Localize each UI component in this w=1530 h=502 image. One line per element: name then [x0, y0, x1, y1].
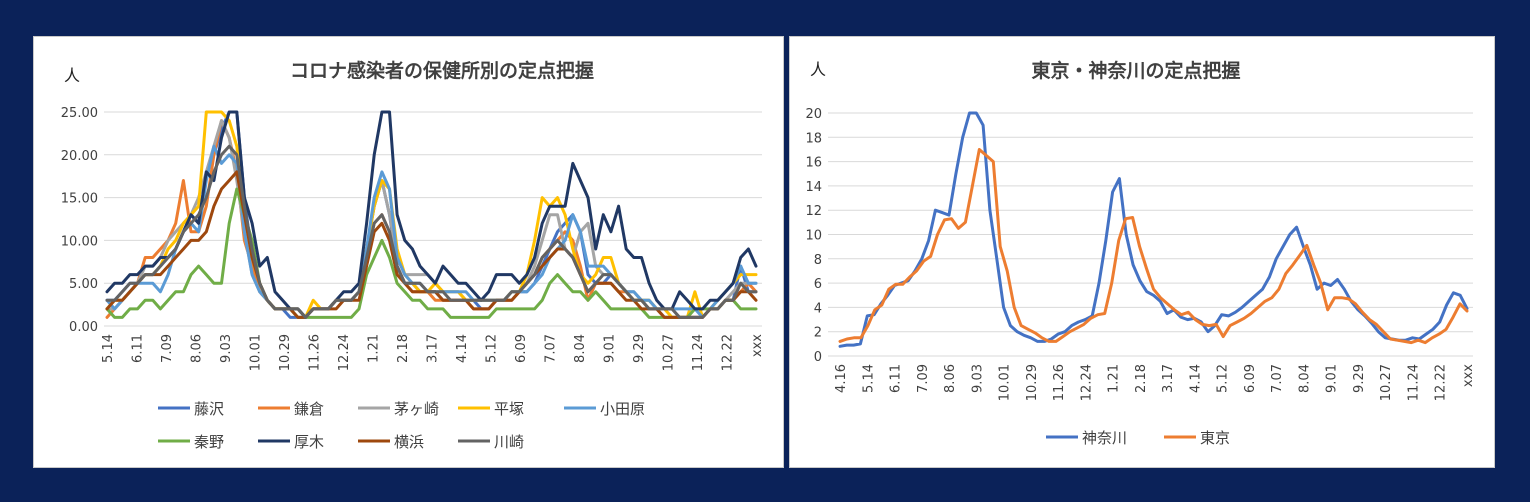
x-tick-label: xxx [750, 334, 765, 357]
y-tick-label: 25.00 [61, 106, 98, 121]
chart-title: コロナ感染者の保健所別の定点把握 [290, 59, 594, 82]
y-tick-label: 8 [814, 253, 822, 268]
series-line-秦野 [105, 187, 758, 319]
legend-label: 川崎 [494, 433, 524, 451]
x-tick-label: 2.18 [396, 334, 411, 363]
x-tick-label: 9.03 [219, 334, 234, 363]
y-tick-label: 15.00 [61, 192, 98, 207]
chart-title: 東京・神奈川の定点把握 [1031, 59, 1240, 82]
y-unit-label: 人 [810, 60, 826, 79]
x-tick-label: 9.01 [603, 334, 618, 363]
series-line-川崎 [105, 144, 758, 319]
series-line-厚木 [105, 110, 758, 319]
x-tick-label: 5.12 [1216, 364, 1231, 393]
legend-label: 東京 [1200, 429, 1230, 447]
x-tick-label: 8.04 [1297, 364, 1312, 393]
x-tick-label: 4.14 [1188, 364, 1203, 393]
x-tick-label: 5.14 [101, 334, 116, 363]
x-tick-label: 12.24 [1079, 364, 1094, 401]
y-tick-label: 10.00 [61, 234, 98, 249]
x-tick-label: 2.18 [1134, 364, 1149, 393]
y-tick-label: 14 [805, 180, 822, 195]
y-tick-label: 12 [805, 204, 822, 219]
legend-label: 平塚 [494, 400, 524, 418]
x-tick-label: 7.07 [1270, 364, 1285, 393]
x-tick-label: 6.11 [131, 334, 146, 363]
x-tick-label: 10.27 [1379, 364, 1394, 401]
y-tick-label: 18 [805, 131, 822, 146]
x-tick-label: 12.22 [721, 334, 736, 371]
x-tick-label: 5.14 [861, 364, 876, 393]
legend-label: 秦野 [194, 433, 224, 451]
legend-label: 厚木 [294, 433, 324, 451]
y-tick-label: 16 [805, 156, 822, 171]
x-tick-label: 7.09 [160, 334, 175, 363]
y-tick-label: 2 [814, 326, 822, 341]
hokenjo-line-chart: コロナ感染者の保健所別の定点把握 人 0.00 5.00 10.00 15.00 20.… [61, 59, 765, 451]
y-tick-label: 6 [814, 277, 822, 292]
chart-panel-left: コロナ感染者の保健所別の定点把握 人 0.00 5.00 10.00 15.00 20.… [33, 36, 784, 468]
x-tick-label: 7.07 [544, 334, 559, 363]
x-tick-label: 7.09 [916, 364, 931, 393]
x-tick-label: 4.14 [455, 334, 470, 363]
x-tick-label: 9.29 [632, 334, 647, 363]
y-tick-label: 0 [814, 350, 822, 365]
x-tick-label: 9.03 [970, 364, 985, 393]
legend-label: 横浜 [394, 433, 424, 451]
legend-label: 神奈川 [1082, 429, 1127, 447]
x-tick-label: 1.21 [1107, 364, 1122, 393]
x-tick-label: 11.24 [691, 334, 706, 371]
legend-label: 小田原 [600, 400, 645, 418]
x-tick-label: 6.09 [514, 334, 529, 363]
y-tick-label: 20.00 [61, 149, 98, 164]
x-tick-label: 11.26 [1052, 364, 1067, 401]
series-line-神奈川 [838, 111, 1469, 348]
y-tick-label: 20 [805, 107, 822, 122]
x-tick-label: 9.29 [1352, 364, 1367, 393]
x-tick-label: 12.24 [337, 334, 352, 371]
legend-label: 藤沢 [194, 400, 224, 418]
y-tick-label: 5.00 [69, 277, 98, 292]
y-tick-label: 4 [814, 301, 822, 316]
chart-panel-right: 東京・神奈川の定点把握 人 0 2 4 6 8 10 12 14 16 18 20 4.16 5.14… [789, 36, 1495, 468]
x-tick-label: xxx [1461, 364, 1476, 387]
x-tick-label: 4.16 [834, 364, 849, 393]
x-tick-label: 10.01 [249, 334, 264, 371]
x-tick-label: 3.17 [1161, 364, 1176, 393]
x-tick-label: 11.26 [308, 334, 323, 371]
x-tick-label: 6.09 [1243, 364, 1258, 393]
x-tick-label: 10.29 [1025, 364, 1040, 401]
x-tick-label: 1.21 [367, 334, 382, 363]
x-tick-label: 8.04 [573, 334, 588, 363]
x-tick-label: 10.29 [278, 334, 293, 371]
x-tick-label: 9.01 [1325, 364, 1340, 393]
x-tick-label: 3.17 [426, 334, 441, 363]
y-unit-label: 人 [64, 66, 80, 85]
x-tick-label: 10.01 [998, 364, 1013, 401]
x-tick-label: 10.27 [662, 334, 677, 371]
legend-label: 茅ヶ崎 [394, 400, 439, 418]
y-tick-label: 0.00 [69, 320, 98, 335]
x-tick-label: 12.22 [1434, 364, 1449, 401]
x-tick-label: 8.06 [943, 364, 958, 393]
x-tick-label: 8.06 [190, 334, 205, 363]
x-tick-label: 5.12 [485, 334, 500, 363]
series-line-東京 [838, 148, 1469, 345]
x-tick-label: 6.11 [889, 364, 904, 393]
tokyo-kanagawa-line-chart: 東京・神奈川の定点把握 人 0 2 4 6 8 10 12 14 16 18 20 4.16 5.14… [805, 59, 1476, 447]
y-tick-label: 10 [805, 229, 822, 244]
legend-label: 鎌倉 [294, 400, 324, 418]
x-tick-label: 11.24 [1406, 364, 1421, 401]
